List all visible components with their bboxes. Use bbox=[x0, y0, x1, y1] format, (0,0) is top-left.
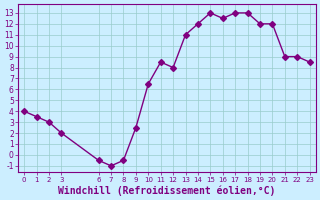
X-axis label: Windchill (Refroidissement éolien,°C): Windchill (Refroidissement éolien,°C) bbox=[58, 185, 276, 196]
